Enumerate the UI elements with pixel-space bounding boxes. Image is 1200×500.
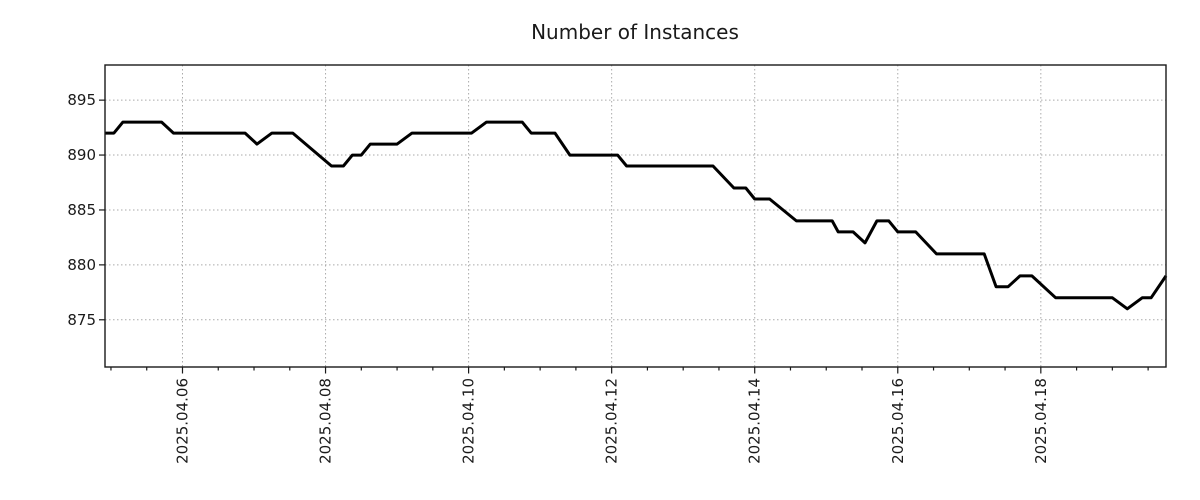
y-tick-label: 885 xyxy=(67,201,96,219)
y-tick-label: 890 xyxy=(67,146,96,164)
x-tick-label: 2025.04.08 xyxy=(317,378,335,464)
series-instances xyxy=(105,120,1168,311)
data-series-line xyxy=(105,120,1168,311)
x-tick-label: 2025.04.16 xyxy=(889,378,907,464)
x-tick-label: 2025.04.12 xyxy=(603,378,621,464)
chart-title: Number of Instances xyxy=(531,20,739,44)
plot-frame xyxy=(104,64,1167,368)
y-tick-label: 880 xyxy=(67,256,96,274)
gridlines xyxy=(105,65,1166,367)
x-axis-tick-labels: 2025.04.06 2025.04.08 2025.04.10 2025.04.12… xyxy=(173,378,1049,464)
x-tick-label: 2025.04.14 xyxy=(746,378,764,464)
x-tick-label: 2025.04.10 xyxy=(460,378,478,464)
x-tick-label: 2025.04.06 xyxy=(173,378,191,464)
y-axis-tick-labels: 875 880 885 890 895 xyxy=(67,91,96,329)
x-tick-label: 2025.04.18 xyxy=(1032,378,1050,464)
y-tick-label: 895 xyxy=(67,91,96,109)
axis-ticks xyxy=(99,99,1149,374)
y-tick-label: 875 xyxy=(67,311,96,329)
